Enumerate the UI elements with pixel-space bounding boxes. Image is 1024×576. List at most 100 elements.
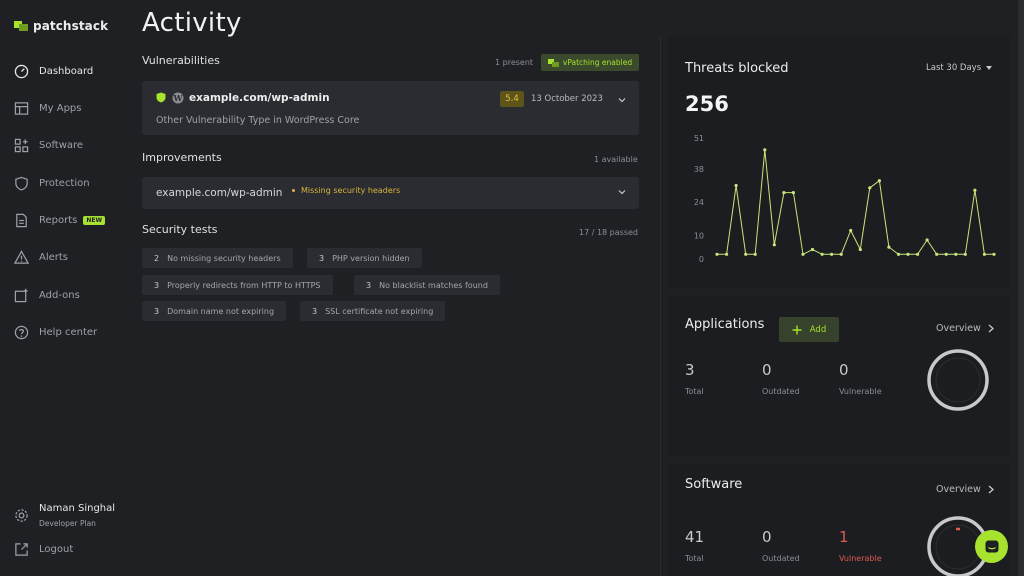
user-profile[interactable]: Naman Singhal Developer Plan [14,500,115,530]
threats-data-point[interactable] [935,252,939,256]
warning-dot-icon [292,189,295,192]
threats-data-point[interactable] [830,252,834,256]
improvement-card[interactable]: example.com/wp-admin Missing security he… [142,177,639,209]
vulnerabilities-title: Vulnerabilities [142,54,220,67]
chevron-right-icon [988,485,994,494]
sidebar-item-software[interactable]: Software [14,136,83,154]
security-test-chip: 3 Domain name not expiring [142,301,287,321]
threats-data-point[interactable] [744,252,748,256]
y-tick-label: 38 [694,165,704,174]
alert-icon [14,249,29,264]
vulnerability-description: Other Vulnerability Type in WordPress Co… [156,115,360,126]
threats-data-point[interactable] [992,252,996,256]
threats-data-point[interactable] [734,183,738,188]
user-plan: Developer Plan [39,518,96,528]
vulnerability-url: example.com/wp-admin [189,92,330,104]
threats-data-point[interactable] [925,238,929,242]
sidebar-item-alerts[interactable]: Alerts [14,248,68,266]
vpatching-badge: vPatching enabled [541,54,639,71]
chevron-down-icon[interactable] [617,95,627,105]
threats-data-point[interactable] [868,186,872,190]
threats-data-point[interactable] [906,252,910,256]
software-outdated-value: 0 [762,528,772,546]
threats-data-point[interactable] [801,252,805,256]
threats-data-point[interactable] [963,252,967,256]
threats-data-point[interactable] [916,252,920,256]
addons-icon [14,288,28,302]
applications-vulnerable-value: 0 [839,361,849,379]
applications-panel: Applications Add Overview 3 Total 0 Outd… [668,296,1010,456]
threats-total: 256 [685,92,729,116]
shield-icon [15,176,28,191]
applications-overview-link[interactable]: Overview [936,323,994,334]
improvement-url: example.com/wp-admin [156,187,283,199]
applications-outdated-value: 0 [762,361,772,379]
threats-data-point[interactable] [944,252,948,256]
chat-support-button[interactable] [975,530,1008,563]
threats-data-point[interactable] [782,191,786,195]
chevron-down-icon[interactable] [617,187,627,197]
scrollbar-track[interactable] [1018,0,1024,576]
threats-data-point[interactable] [725,252,729,256]
security-test-chip: 3 Properly redirects from HTTP to HTTPS [142,275,333,295]
sidebar-item-my-apps[interactable]: My Apps [14,99,81,117]
sidebar-item-protection[interactable]: Protection [14,174,90,192]
svg-text:W: W [173,93,184,103]
applications-vulnerable-label: Vulnerable [839,387,882,396]
vulnerabilities-count: 1 present [495,58,534,67]
chat-icon [985,540,998,552]
period-dropdown[interactable]: Last 30 Days [926,63,993,73]
threats-data-point[interactable] [753,252,757,256]
threats-data-point[interactable] [858,247,862,252]
security-test-chip: 3 No blacklist matches found [354,275,500,295]
security-test-chip: 3 SSL certificate not expiring [300,301,446,321]
shield-check-icon [156,92,166,103]
threats-panel: Threats blocked Last 30 Days 256 51 38 24 1… [668,36,1010,288]
threats-data-point[interactable] [887,245,891,249]
vulnerability-card[interactable]: W example.com/wp-admin 5.4 13 October 20… [142,81,639,135]
page-title: Activity [142,8,242,38]
threats-data-point[interactable] [877,179,881,183]
threats-data-point[interactable] [849,228,853,233]
applications-title: Applications [685,317,765,332]
threats-data-point[interactable] [772,243,776,247]
software-total-label: Total [685,554,704,563]
y-tick-label: 51 [694,134,704,143]
wordpress-icon: W [172,92,184,104]
sidebar-item-dashboard[interactable]: Dashboard [14,62,93,80]
threats-data-point[interactable] [954,252,958,256]
threats-data-point[interactable] [820,252,824,256]
threats-series-line [717,149,994,256]
column-divider [660,36,661,576]
y-tick-label: 0 [699,255,704,264]
patchstack-logo[interactable]: patchstack [14,19,108,33]
settings-gear-icon [15,508,28,522]
security-test-chip: 2 No missing security headers [142,248,293,268]
threats-data-point[interactable] [791,191,795,195]
threats-data-point[interactable] [763,148,767,152]
logo-text: patchstack [33,19,109,33]
y-tick-label: 10 [694,231,704,240]
software-overview-link[interactable]: Overview [936,484,994,495]
sidebar-item-help-center[interactable]: Help center [14,323,97,341]
threats-data-point[interactable] [715,252,719,256]
security-tests-title: Security tests [142,223,218,236]
sidebar-item-add-ons[interactable]: Add-ons [14,286,80,304]
logout-link[interactable]: Logout [14,540,73,558]
sidebar-item-reports[interactable]: Reports NEW [14,211,106,229]
security-tests-passed: 17 / 18 passed [579,228,638,237]
vpatching-icon [547,58,559,67]
add-application-button[interactable]: Add [779,317,839,342]
software-total-value: 41 [685,528,705,546]
applications-donut-chart [927,349,989,411]
threats-data-point[interactable] [839,252,843,256]
threats-data-point[interactable] [896,252,901,256]
y-tick-label: 24 [694,198,704,207]
threats-data-point[interactable] [982,252,986,256]
improvement-warning: Missing security headers [292,186,400,195]
cvss-score-badge: 5.4 [500,91,524,107]
threats-data-point[interactable] [810,247,815,252]
security-test-chip: 3 PHP version hidden [307,248,422,268]
threats-data-point[interactable] [973,188,977,192]
software-title: Software [685,477,743,492]
